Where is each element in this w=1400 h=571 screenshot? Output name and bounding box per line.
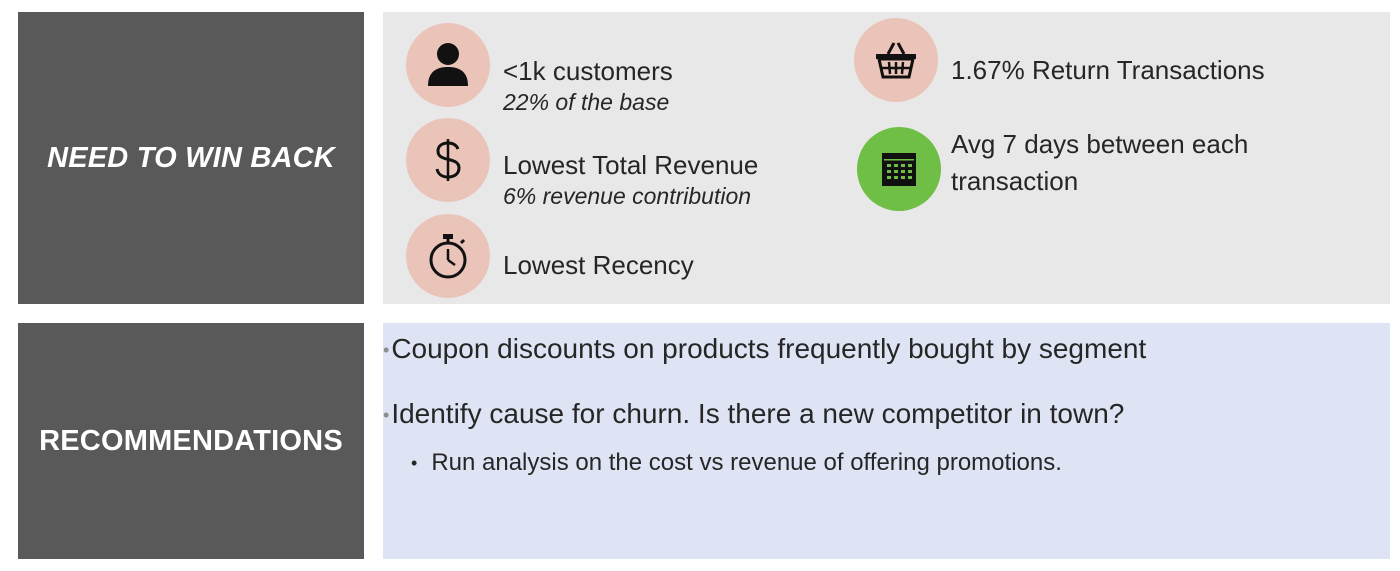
stat-revenue: Lowest Total Revenue 6% revenue contribu… [503,148,758,210]
stat-subtitle: 22% of the base [503,89,670,115]
bullet-dot-icon: • [411,453,418,474]
stat-days-between: Avg 7 days between each transaction [951,126,1248,200]
stat-customers: <1k customers 22% of the base [503,54,673,116]
bullet-dot-icon: • [383,405,390,426]
stat-return-transactions: 1.67% Return Transactions [951,53,1265,87]
stat-subtitle: 6% revenue contribution [503,183,752,209]
sub-bullet-text: Run analysis on the cost vs revenue of o… [431,449,1062,476]
stat-title-line1: Avg 7 days between each [951,129,1249,159]
section-title: NEED TO WIN BACK [47,141,335,174]
bullet-text: Identify cause for churn. Is there a new… [391,398,1125,429]
bullet-item: •Identify cause for churn. Is there a ne… [383,398,1124,430]
stat-recency: Lowest Recency [503,248,694,282]
recommendations-panel: •Coupon discounts on products frequently… [383,323,1390,559]
sub-bullet-item: • Run analysis on the cost vs revenue of … [411,449,1062,477]
win-back-panel: <1k customers 22% of the base Lowest Tot… [383,12,1390,304]
bullet-dot-icon: • [383,340,390,361]
need-to-win-back-label: NEED TO WIN BACK [18,12,364,304]
stat-title: Lowest Recency [503,250,694,280]
section-title: RECOMMENDATIONS [39,424,343,457]
stat-title-line2: transaction [951,166,1079,196]
stat-title: Lowest Total Revenue [503,150,759,180]
dollar-icon [406,118,490,202]
person-icon [406,23,490,107]
recommendations-label: RECOMMENDATIONS [18,323,364,559]
bullet-item: •Coupon discounts on products frequently… [383,333,1146,365]
stat-title: 1.67% Return Transactions [951,55,1265,85]
stopwatch-icon [406,214,490,298]
stat-title: <1k customers [503,56,673,86]
calendar-icon [857,127,941,211]
basket-icon [854,18,938,102]
bullet-text: Coupon discounts on products frequently … [391,333,1147,364]
